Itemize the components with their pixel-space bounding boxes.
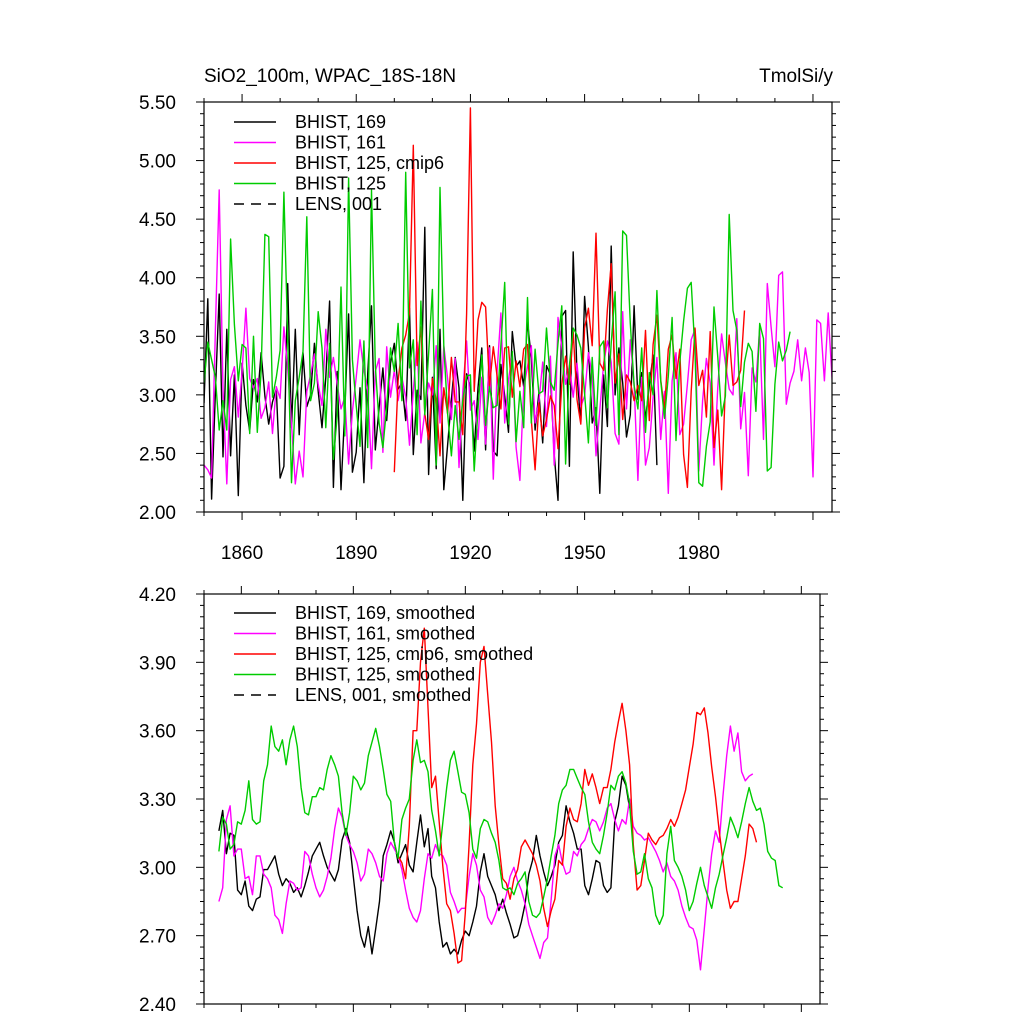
bottom-legend-label-lens-001-smoothed: LENS, 001, smoothed [295, 685, 471, 705]
top-legend-label-bhist-125-cmip6: BHIST, 125, cmip6 [295, 153, 444, 173]
top-legend-label-bhist-161: BHIST, 161 [295, 133, 386, 153]
bottom-series-bhist-125-cmip6-smoothed [397, 627, 758, 964]
bottom-series-bhist-125-smoothed [218, 725, 784, 925]
top-y-tick-label: 2.00 [139, 503, 176, 524]
top-x-tick-label: 1920 [449, 543, 491, 564]
bottom-y-tick-label: 3.00 [139, 858, 176, 879]
bottom-plot-frame [203, 593, 821, 1005]
top-legend-label-bhist-125: BHIST, 125 [295, 174, 386, 194]
top-x-tick-label: 1980 [678, 543, 720, 564]
top-series-bhist-125 [204, 171, 791, 487]
top-y-tick-label: 5.00 [139, 152, 176, 173]
top-x-tick-label: 1860 [221, 543, 263, 564]
top-units: TmolSi/y [759, 66, 833, 87]
bottom-series-layer [218, 627, 784, 971]
bottom-legend-label-bhist-161-smoothed: BHIST, 161, smoothed [295, 624, 475, 644]
top-y-tick-label: 4.50 [139, 210, 176, 231]
bottom-y-tick-label: 3.30 [139, 790, 176, 811]
bottom-y-tick-label: 4.20 [139, 585, 176, 606]
bottom-y-tick-label: 2.70 [139, 927, 176, 948]
bottom-y-tick-label: 3.90 [139, 653, 176, 674]
top-series-bhist-125-cmip6 [393, 107, 746, 491]
bottom-legend-label-bhist-125-smoothed: BHIST, 125, smoothed [295, 665, 475, 685]
bottom-y-tick-label: 3.60 [139, 722, 176, 743]
top-legend-label-bhist-169: BHIST, 169 [295, 112, 386, 132]
top-y-tick-label: 3.50 [139, 327, 176, 348]
top-series-layer [204, 107, 832, 501]
bottom-series-bhist-161-smoothed [218, 725, 754, 971]
top-x-tick-label: 1950 [563, 543, 605, 564]
top-x-tick-label: 1890 [335, 543, 377, 564]
top-y-tick-label: 2.50 [139, 444, 176, 465]
top-y-tick-label: 3.00 [139, 386, 176, 407]
top-series-bhist-161 [204, 189, 832, 494]
top-axes: 2.00 2.50 3.00 3.50 4.00 4.50 5.00 5.50 1860 1890… [139, 93, 840, 564]
bottom-series-bhist-169-smoothed [218, 775, 631, 955]
bottom-y-tick-label: 2.40 [139, 995, 176, 1016]
bottom-panel: 2.40 2.70 3.00 3.30 3.60 3.90 4.20 BHIST, 169,… [139, 585, 828, 1016]
top-legend-label-lens-001: LENS, 001 [295, 194, 382, 214]
bottom-legend-label-bhist-125-cmip6-smoothed: BHIST, 125, cmip6, smoothed [295, 644, 533, 664]
top-y-tick-label: 4.00 [139, 269, 176, 290]
bottom-legend-label-bhist-169-smoothed: BHIST, 169, smoothed [295, 603, 475, 623]
bottom-axes: 2.40 2.70 3.00 3.30 3.60 3.90 4.20 [139, 585, 828, 1016]
top-panel: SiO2_100m, WPAC_18S-18N TmolSi/y 2.00 2.5… [139, 66, 840, 564]
top-title: SiO2_100m, WPAC_18S-18N [204, 66, 456, 87]
top-plot-frame [203, 101, 833, 513]
top-y-tick-label: 5.50 [139, 93, 176, 114]
